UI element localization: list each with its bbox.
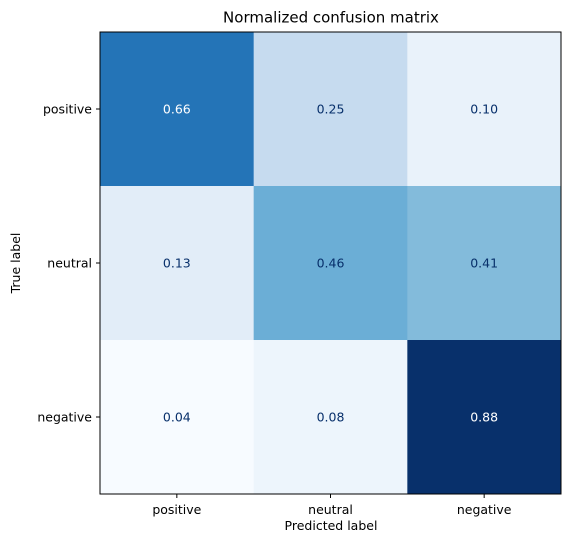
heatmap-cell (100, 32, 255, 187)
chart-title: Normalized confusion matrix (223, 9, 439, 27)
cell-value-label: 0.41 (470, 256, 498, 271)
cell-value-label: 0.08 (317, 410, 345, 425)
cell-value-label: 0.66 (163, 102, 191, 117)
y-tick-label: neutral (47, 256, 92, 271)
heatmap-cell (253, 340, 408, 495)
cell-value-label: 0.25 (317, 102, 345, 117)
y-axis-ticks: positive neutral negative (37, 102, 100, 425)
x-axis-ticks: positive neutral negative (152, 494, 512, 517)
heatmap-cell (253, 186, 408, 341)
x-axis-label: Predicted label (285, 518, 378, 533)
y-tick-label: positive (43, 102, 92, 117)
heatmap-cells: 0.66 0.25 0.10 0.13 0.46 0.41 0.04 0.08 0.88 (100, 32, 562, 495)
heatmap-cell (407, 32, 562, 187)
heatmap-cell (407, 186, 562, 341)
cell-value-label: 0.13 (163, 256, 191, 271)
heatmap-cell (100, 340, 255, 495)
x-tick-label: negative (457, 502, 512, 517)
y-tick-label: negative (37, 410, 92, 425)
cell-value-label: 0.88 (470, 410, 498, 425)
cell-value-label: 0.46 (317, 256, 345, 271)
cell-value-label: 0.10 (470, 102, 498, 117)
x-tick-label: neutral (308, 502, 353, 517)
y-axis-label: True label (8, 233, 23, 295)
heatmap-cell (407, 340, 562, 495)
heatmap-cell (253, 32, 408, 187)
heatmap-cell (100, 186, 255, 341)
cell-value-label: 0.04 (163, 410, 191, 425)
x-tick-label: positive (152, 502, 201, 517)
